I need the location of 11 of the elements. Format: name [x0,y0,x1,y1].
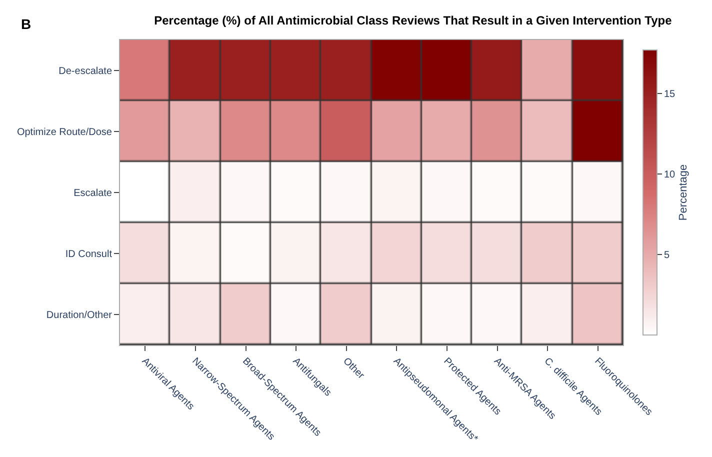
color-bar-label: 5 [664,250,670,261]
y-tick-label: ID Consult [65,249,112,260]
y-tick-label: Optimize Route/Dose [16,127,112,138]
y-tick-label: Escalate [74,188,112,199]
color-bar-label: 15 [664,88,676,100]
color-bar-label: 10 [664,169,676,180]
chart-title: Percentage (%) of All Antimicrobial Class Reviews That Result in a Given Intervention Type [154,13,672,28]
color-bar-title: Percentage [678,164,690,221]
y-tick-label: Duration/Other [46,310,113,321]
text: B [21,16,32,32]
y-tick-label: De-escalate [58,66,112,77]
